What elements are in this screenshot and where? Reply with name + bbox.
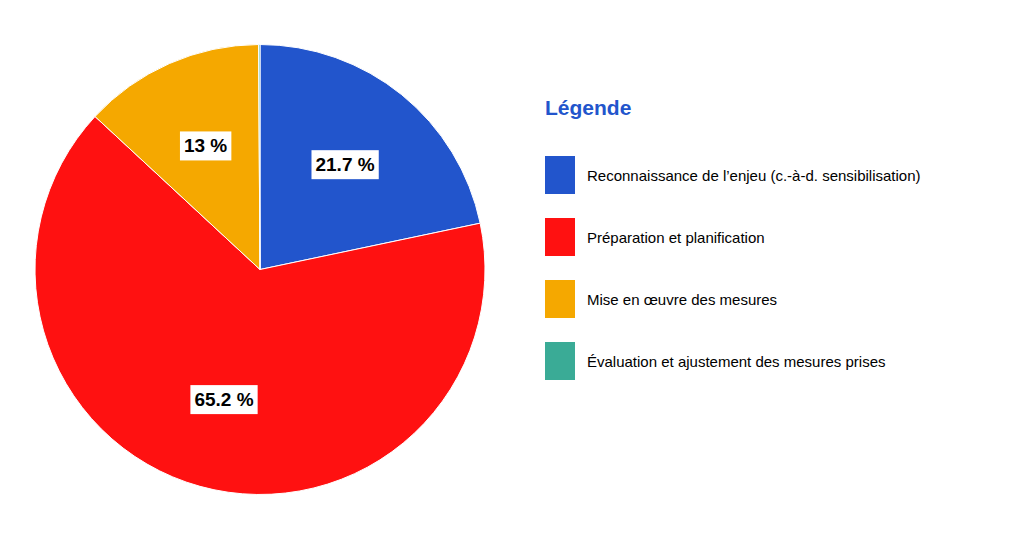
pie [35,44,485,494]
data-label-group: 21.7 % [311,150,378,179]
legend-swatch [545,342,575,380]
legend-title: Légende [545,96,631,119]
legend: Légende Reconnaissance de l’enjeu (c.-à-d… [545,96,921,380]
legend-label: Préparation et planification [587,229,765,246]
data-labels: 21.7 % 65.2 % 13 % [180,131,379,414]
data-label-background [180,131,231,160]
data-label: 21.7 % [315,154,374,175]
legend-label: Mise en œuvre des mesures [587,291,777,308]
legend-label: Évaluation et ajustement des mesures pri… [587,353,885,370]
data-label: 65.2 % [194,389,253,410]
data-label-group: 13 % [180,131,231,160]
data-label: 13 % [184,135,227,156]
legend-item: Évaluation et ajustement des mesures pri… [545,342,885,380]
legend-swatch [545,156,575,194]
data-label-group: 65.2 % [190,385,257,414]
legend-item: Mise en œuvre des mesures [545,280,777,318]
data-label-background [311,150,378,179]
pie-slice [95,45,260,270]
data-label-background [190,385,257,414]
legend-label: Reconnaissance de l’enjeu (c.-à-d. sensi… [587,167,921,184]
legend-swatch [545,280,575,318]
legend-item: Reconnaissance de l’enjeu (c.-à-d. sensi… [545,156,921,194]
chart: 21.7 % 65.2 % 13 % Légende Reconnaissance de… [0,0,1024,539]
pie-slice [259,44,260,269]
legend-item: Préparation et planification [545,218,765,256]
legend-swatch [545,218,575,256]
